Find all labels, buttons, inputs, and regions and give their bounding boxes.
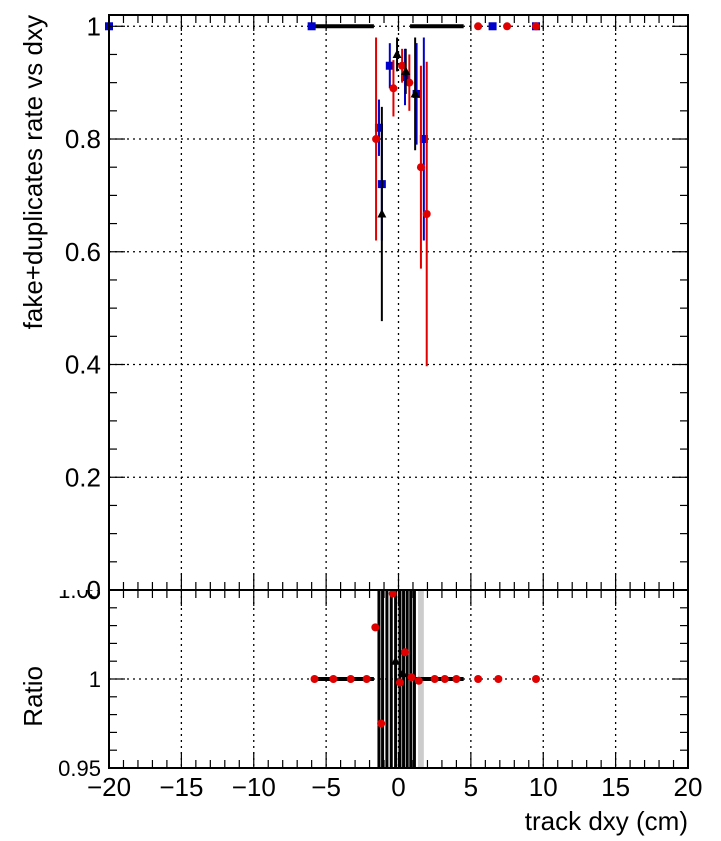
main-data-point (422, 209, 431, 218)
ratio-data-point (414, 676, 423, 685)
ratio-plateau-point (310, 675, 319, 683)
main-data-point (307, 22, 316, 31)
main-data-point (372, 135, 381, 144)
ratio-x-tick-label: 5 (464, 772, 478, 802)
ratio-plateau-point (346, 675, 355, 683)
main-data-point (392, 49, 402, 58)
ratio-x-tick-label: −5 (311, 772, 341, 802)
ratio-data-point (377, 719, 386, 728)
ratio-plateau-point (532, 675, 541, 683)
ratio-plateau-point (329, 675, 338, 683)
main-data-point (377, 208, 387, 218)
ratio-y-tick-label: 0.95 (58, 756, 101, 781)
main-series-2 (377, 37, 420, 322)
ratio-x-tick-label: 15 (601, 772, 630, 802)
ratio-plateau-point (362, 675, 371, 683)
main-data-point (374, 123, 383, 132)
ratio-data-point (407, 673, 416, 682)
main-data-point (503, 22, 512, 31)
main-data-point (488, 22, 497, 31)
ratio-data-point (371, 623, 380, 632)
main-data-point (385, 61, 394, 70)
main-data-point (410, 88, 420, 98)
main-data-point (398, 61, 407, 70)
ratio-data-point (395, 678, 404, 687)
ratio-top-tick-label: 1.05 (58, 578, 101, 603)
main-data-point (416, 163, 425, 172)
ratio-plateau-point (430, 675, 439, 683)
ratio-data-point (398, 668, 408, 678)
ratio-panel: 0.95 1 1.05 −20 −15 −10 −5 0 5 10 15 20 Ratio track… (18, 578, 703, 836)
ratio-x-tick-label: 10 (529, 772, 558, 802)
ratio-series-1 (391, 656, 408, 678)
main-data-point (419, 135, 428, 144)
ratio-x-tick-label: −20 (87, 772, 131, 802)
ratio-x-tick-label: 20 (674, 772, 703, 802)
main-y-tick-label: 0 (87, 575, 101, 605)
ratio-series-0 (371, 589, 423, 728)
ratio-y-axis-label: Ratio (18, 666, 48, 727)
ratio-plateau-point (494, 675, 503, 683)
main-data-point (401, 66, 411, 75)
main-data-point (389, 84, 398, 93)
main-y-tick-label: 0.2 (65, 462, 101, 492)
main-axes: 0 0.2 0.4 0.6 0.8 1 (65, 11, 689, 605)
ratio-axes: 0.95 1 1.05 −20 −15 −10 −5 0 5 10 15 20 (58, 578, 703, 802)
main-y-tick-label: 1 (87, 11, 101, 41)
ratio-data-point (391, 656, 401, 665)
ratio-y-tick-label: 1 (89, 667, 101, 692)
ratio-x-tick-label: −15 (159, 772, 203, 802)
ratio-x-tick-label: 0 (391, 772, 405, 802)
main-y-axis-label: fake+duplicates rate vs dxy (18, 15, 48, 329)
main-data-point (474, 22, 483, 31)
main-data-point (405, 78, 414, 87)
main-panel: 0 0.2 0.4 0.6 0.8 1 fake+duplicates rate vs d… (18, 11, 689, 605)
main-series-1 (372, 22, 541, 367)
ratio-plateau-point (474, 675, 483, 683)
main-data-point (532, 22, 541, 31)
ratio-plateau-point (452, 675, 461, 683)
main-series (105, 22, 541, 367)
main-y-tick-label: 0.8 (65, 124, 101, 154)
ratio-x-axis-label: track dxy (cm) (525, 806, 688, 836)
main-y-tick-label: 0.4 (65, 350, 101, 380)
ratio-x-tick-label: −10 (232, 772, 276, 802)
ratio-data-point (388, 589, 397, 598)
ratio-plateau-point (440, 675, 449, 683)
main-y-tick-label: 0.6 (65, 237, 101, 267)
ratio-series (310, 589, 541, 768)
ratio-data-point (401, 648, 410, 657)
